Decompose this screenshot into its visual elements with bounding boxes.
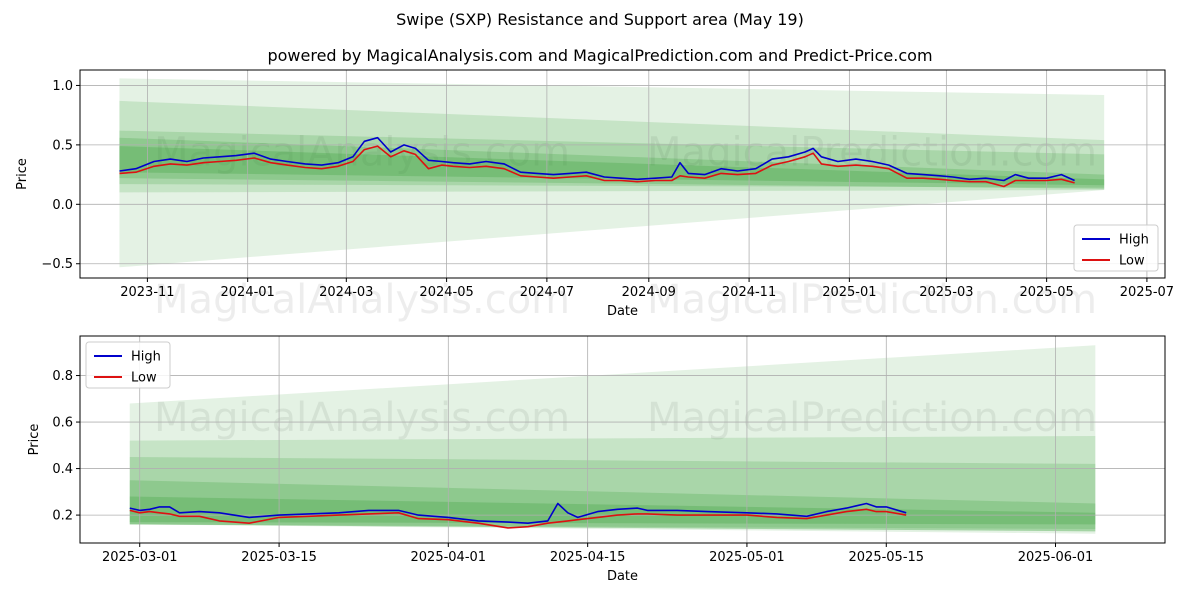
y-tick-label: 0.8 — [52, 369, 73, 384]
x-tick-label: 2024-11 — [722, 285, 776, 300]
band-1 — [119, 100, 1105, 193]
top-chart: MagicalAnalysis.com MagicalPrediction.com… — [15, 69, 1174, 323]
x-axis-label: Date — [607, 569, 638, 584]
y-tick-label: 0.6 — [52, 416, 73, 431]
y-tick-label: 0.4 — [52, 462, 73, 477]
band-0 — [129, 345, 1096, 534]
x-tick-label: 2025-05-15 — [849, 550, 925, 565]
x-tick-label: 2025-05-01 — [709, 550, 785, 565]
y-tick-label: 0.0 — [52, 198, 73, 213]
x-tick-label: 2024-07 — [520, 285, 574, 300]
watermark-right-lower: MagicalPrediction.com — [647, 277, 1097, 323]
legend-label-high: High — [131, 350, 161, 365]
band-4 — [119, 146, 1105, 186]
grid — [80, 336, 1165, 543]
watermark-right: MagicalPrediction.com — [647, 130, 1097, 176]
axes: 2025-03-01 2025-03-15 2025-04-01 2025-04-15… — [27, 369, 1093, 584]
watermark-right: MagicalPrediction.com — [647, 395, 1097, 441]
bottom-chart: MagicalAnalysis.com MagicalPrediction.com… — [27, 335, 1166, 584]
axes: 2023-11 2024-01 2024-03 2024-05 2024-07 2024-… — [15, 79, 1174, 319]
series — [129, 502, 907, 529]
x-tick-label: 2025-01 — [822, 285, 876, 300]
band-1 — [129, 436, 1096, 532]
x-tick-label: 2025-06-01 — [1018, 550, 1094, 565]
watermark-left: MagicalAnalysis.com — [154, 395, 570, 441]
x-tick-label: 2024-09 — [622, 285, 676, 300]
x-axis-label: Date — [607, 304, 638, 319]
series — [119, 136, 1075, 188]
x-tick-label: 2025-03 — [919, 285, 973, 300]
grid — [80, 70, 1165, 278]
legend: High Low — [1073, 224, 1159, 272]
x-tick-label: 2024-03 — [319, 285, 373, 300]
x-tick-label: 2025-05 — [1019, 285, 1073, 300]
plot-frame — [79, 335, 1166, 544]
series-line-low — [119, 145, 1075, 188]
support-resistance-bands — [129, 345, 1096, 534]
x-tick-label: 2025-03-01 — [102, 550, 178, 565]
legend-label-low: Low — [1119, 254, 1145, 269]
series-line-low — [129, 508, 907, 529]
y-axis-label: Price — [27, 424, 42, 456]
x-tick-label: 2025-04-01 — [411, 550, 487, 565]
y-tick-label: −0.5 — [41, 257, 73, 272]
plot-frame — [79, 69, 1166, 279]
y-axis-label: Price — [15, 158, 30, 190]
x-tick-label: 2024-01 — [221, 285, 275, 300]
legend-label-low: Low — [131, 371, 157, 386]
x-tick-label: 2023-11 — [120, 285, 174, 300]
series-line-high — [119, 136, 1075, 182]
band-0 — [119, 78, 1105, 268]
y-tick-label: 1.0 — [52, 79, 73, 94]
x-tick-label: 2024-05 — [419, 285, 473, 300]
watermark: MagicalAnalysis.com MagicalPrediction.com — [154, 395, 1097, 441]
watermark-left-lower: MagicalAnalysis.com — [154, 277, 570, 323]
legend: High Low — [85, 341, 171, 389]
series-line-high — [129, 502, 907, 525]
chart-title: Swipe (SXP) Resistance and Support area … — [396, 10, 804, 29]
x-tick-label: 2025-07 — [1120, 285, 1174, 300]
band-3 — [129, 480, 1096, 532]
x-tick-label: 2025-03-15 — [241, 550, 317, 565]
y-tick-label: 0.2 — [52, 509, 73, 524]
chart-subtitle: powered by MagicalAnalysis.com and Magic… — [267, 46, 933, 65]
y-tick-label: 0.5 — [52, 138, 73, 153]
support-resistance-bands — [119, 78, 1105, 268]
legend-label-high: High — [1119, 233, 1149, 248]
x-tick-label: 2025-04-15 — [550, 550, 626, 565]
band-3 — [119, 137, 1105, 189]
